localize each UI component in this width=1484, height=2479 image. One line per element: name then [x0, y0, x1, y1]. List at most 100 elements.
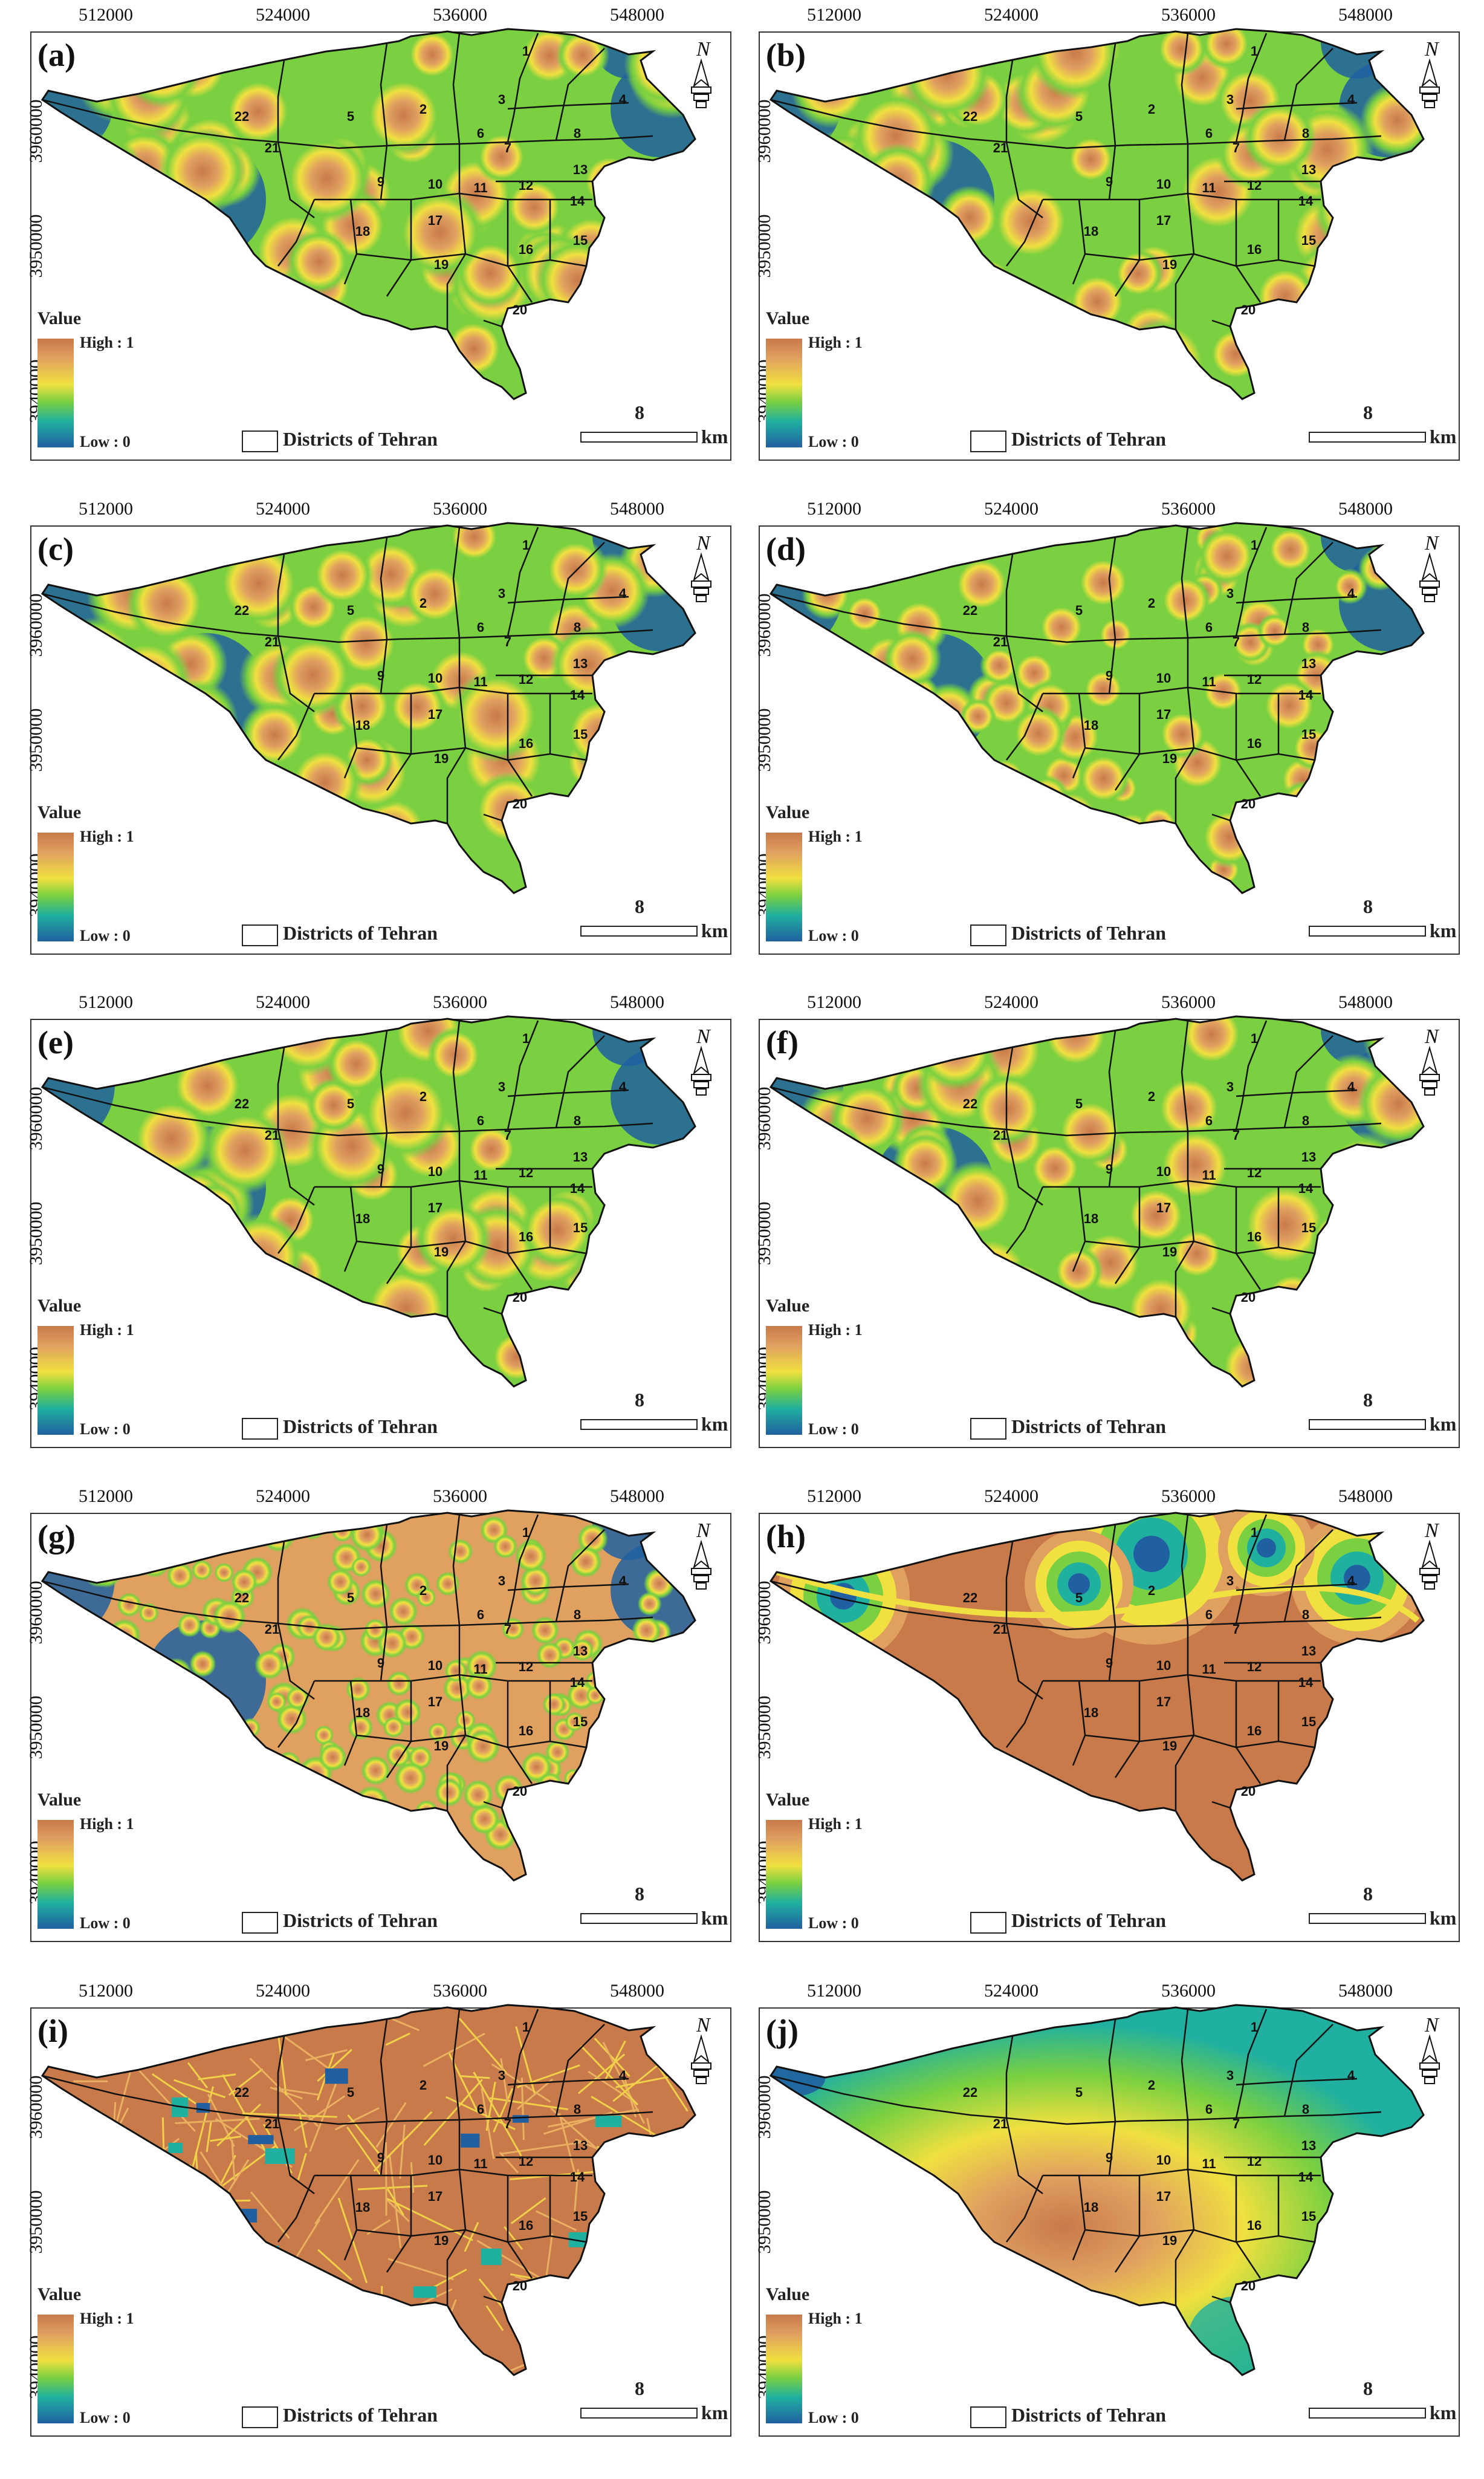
- district-number-label: 13: [1301, 656, 1316, 671]
- district-boundary: [1235, 33, 1268, 143]
- district-number-label: 2: [420, 1583, 427, 1598]
- district-boundary: [1181, 527, 1189, 687]
- district-number-label: 19: [1162, 1244, 1177, 1259]
- scale-bar: [580, 2408, 698, 2419]
- district-boundary: [770, 99, 1007, 143]
- district-boundary: [277, 1541, 315, 1700]
- legend-high-label: High : 1: [808, 334, 863, 351]
- district-number-label: 3: [1226, 1079, 1234, 1094]
- district-boundary: [1006, 629, 1382, 643]
- x-tick-label: 524000: [256, 1486, 310, 1506]
- scale-bar: [1309, 1419, 1426, 1430]
- district-boundary: [1108, 1030, 1116, 1188]
- y-tick-label: 3960000: [754, 1087, 774, 1151]
- district-boundary: [507, 33, 539, 143]
- district-number-label: 20: [513, 1290, 527, 1305]
- district-boundary: [1211, 1801, 1231, 1809]
- district-boundary: [507, 2009, 539, 2119]
- district-number-label: 2: [1148, 596, 1155, 611]
- district-boundary: [483, 1801, 502, 1809]
- district-boundary: [1114, 259, 1141, 297]
- x-tick-label: 512000: [79, 499, 133, 519]
- legend-high-label: High : 1: [808, 1321, 863, 1339]
- district-boundary: [386, 1247, 412, 1284]
- district-boundary: [507, 1514, 539, 1624]
- district-number-label: 8: [574, 126, 581, 141]
- svg-text:N: N: [696, 1519, 711, 1542]
- legend-color-ramp: [766, 339, 802, 447]
- district-boundary: [770, 2074, 1007, 2119]
- district-number-label: 11: [1202, 1168, 1216, 1183]
- district-number-label: 11: [473, 2156, 487, 2171]
- district-boundary: [1108, 43, 1116, 200]
- district-boundary: [1114, 1247, 1141, 1284]
- district-boundary: [555, 2024, 605, 2117]
- district-number-label: 4: [1347, 2068, 1355, 2083]
- scale-bar-unit: km: [1430, 920, 1457, 941]
- x-tick-label: 524000: [984, 499, 1038, 519]
- district-number-label: 3: [1226, 92, 1234, 107]
- district-boundary: [386, 259, 412, 297]
- district-boundary: [1084, 253, 1315, 267]
- district-boundary: [483, 813, 502, 822]
- scale-bar-unit: km: [701, 920, 728, 941]
- y-tick-label: 3950000: [754, 2190, 774, 2254]
- x-tick-label: 536000: [1161, 5, 1216, 25]
- districts-legend-swatch: [970, 430, 1006, 452]
- district-number-label: 16: [1247, 736, 1262, 751]
- y-tick-label: 3950000: [754, 1695, 774, 1759]
- legend-low-label: Low : 0: [808, 927, 859, 944]
- district-boundary: [1175, 1180, 1195, 1317]
- district-number-label: 21: [265, 634, 279, 649]
- district-number-label: 16: [519, 1723, 533, 1738]
- district-number-label: 6: [477, 1113, 484, 1128]
- district-number-label: 20: [513, 1784, 527, 1799]
- x-tick-label: 548000: [1338, 5, 1393, 25]
- district-number-label: 14: [1298, 1675, 1314, 1690]
- district-number-label: 6: [1205, 1607, 1213, 1622]
- district-number-label: 20: [1241, 796, 1256, 811]
- legend-high-label: High : 1: [808, 828, 863, 845]
- x-tick-label: 536000: [433, 992, 487, 1012]
- district-number-label: 11: [473, 1168, 487, 1183]
- district-boundary: [1005, 60, 1043, 218]
- legend-low-label: Low : 0: [80, 1914, 131, 1932]
- district-number-label: 13: [1301, 162, 1316, 177]
- scale-bar: [580, 1419, 698, 1430]
- district-boundary: [1006, 135, 1382, 149]
- district-boundary: [277, 199, 316, 267]
- district-number-label: 15: [1301, 727, 1316, 742]
- district-number-label: 21: [993, 634, 1008, 649]
- district-number-label: 12: [519, 672, 533, 687]
- district-boundary: [277, 2175, 316, 2243]
- district-number-label: 10: [1156, 671, 1171, 686]
- district-number-label: 22: [235, 1096, 249, 1111]
- district-boundary: [1211, 1307, 1231, 1315]
- y-tick-label: 3960000: [26, 2075, 46, 2139]
- city-outline: [769, 522, 1425, 894]
- district-number-label: 14: [1298, 193, 1314, 209]
- x-tick-label: 536000: [433, 5, 487, 25]
- district-number-label: 22: [235, 109, 249, 124]
- district-number-label: 4: [619, 2068, 627, 2083]
- district-number-label: 17: [428, 213, 442, 228]
- scale-bar-unit: km: [1430, 2402, 1457, 2423]
- district-number-label: 6: [1205, 620, 1213, 635]
- district-boundary: [1175, 1674, 1195, 1811]
- district-number-label: 8: [1302, 620, 1309, 635]
- district-number-label: 2: [420, 102, 427, 117]
- district-number-label: 8: [574, 1607, 581, 1622]
- legend-high-label: High : 1: [80, 1321, 134, 1339]
- scale-bar-unit: km: [701, 426, 728, 447]
- x-tick-label: 548000: [1338, 1486, 1393, 1506]
- district-number-label: 8: [574, 2102, 581, 2117]
- legend-low-label: Low : 0: [80, 1420, 131, 1438]
- district-number-label: 2: [1148, 1583, 1155, 1598]
- district-number-label: 19: [1162, 2233, 1177, 2248]
- district-boundary: [555, 1529, 605, 1622]
- district-number-label: 7: [504, 1128, 511, 1143]
- district-number-label: 9: [377, 668, 384, 683]
- map-panel-i: 512000 524000 536000 548000 1 2 3 4 5 6 7 8 9 10 11 12 1…: [24, 1976, 737, 2442]
